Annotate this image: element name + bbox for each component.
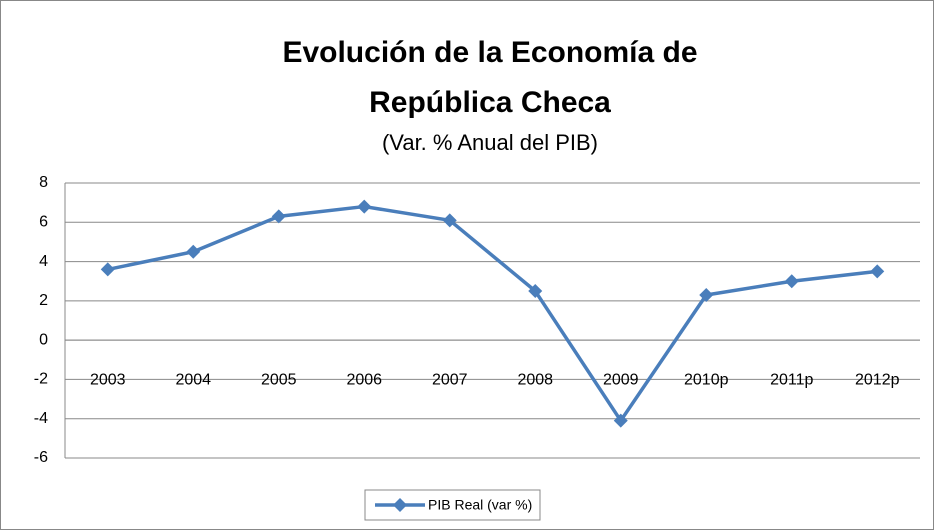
x-tick-label: 2007 bbox=[432, 371, 468, 388]
data-point bbox=[100, 262, 115, 277]
legend-marker bbox=[393, 498, 407, 512]
x-tick-label: 2004 bbox=[175, 371, 211, 388]
data-point bbox=[870, 264, 885, 279]
y-tick-label: -4 bbox=[34, 410, 48, 427]
y-tick-label: 6 bbox=[39, 214, 48, 231]
y-tick-label: 2 bbox=[39, 292, 48, 309]
y-tick-label: 0 bbox=[39, 331, 48, 348]
y-tick-label: 4 bbox=[39, 253, 48, 270]
data-point bbox=[699, 287, 714, 302]
data-line bbox=[107, 204, 878, 423]
data-point bbox=[186, 244, 201, 259]
legend-label: PIB Real (var %) bbox=[428, 497, 532, 513]
x-tick-label: 2005 bbox=[261, 371, 297, 388]
chart-subtitle: (Var. % Anual del PIB) bbox=[381, 130, 599, 155]
x-tick-label: 2011p bbox=[770, 371, 813, 388]
chart-title: Evolución de la Economía de República Ch… bbox=[282, 36, 698, 119]
data-point bbox=[357, 199, 372, 214]
data-point bbox=[442, 213, 457, 228]
y-tick-label: 8 bbox=[39, 174, 48, 191]
x-tick-label: 2008 bbox=[517, 371, 553, 388]
data-point bbox=[784, 274, 799, 289]
x-tick-label: 2009 bbox=[603, 371, 639, 388]
data-point bbox=[271, 209, 286, 224]
x-tick-label: 2003 bbox=[90, 371, 126, 388]
x-tick-label: 2012p bbox=[855, 371, 900, 388]
x-tick-label: 2010p bbox=[684, 371, 729, 388]
x-tick-label: 2006 bbox=[346, 371, 382, 388]
y-tick-label: -2 bbox=[34, 371, 48, 388]
y-tick-label: -6 bbox=[34, 449, 48, 466]
data-point bbox=[528, 284, 543, 299]
data-point bbox=[613, 413, 628, 428]
